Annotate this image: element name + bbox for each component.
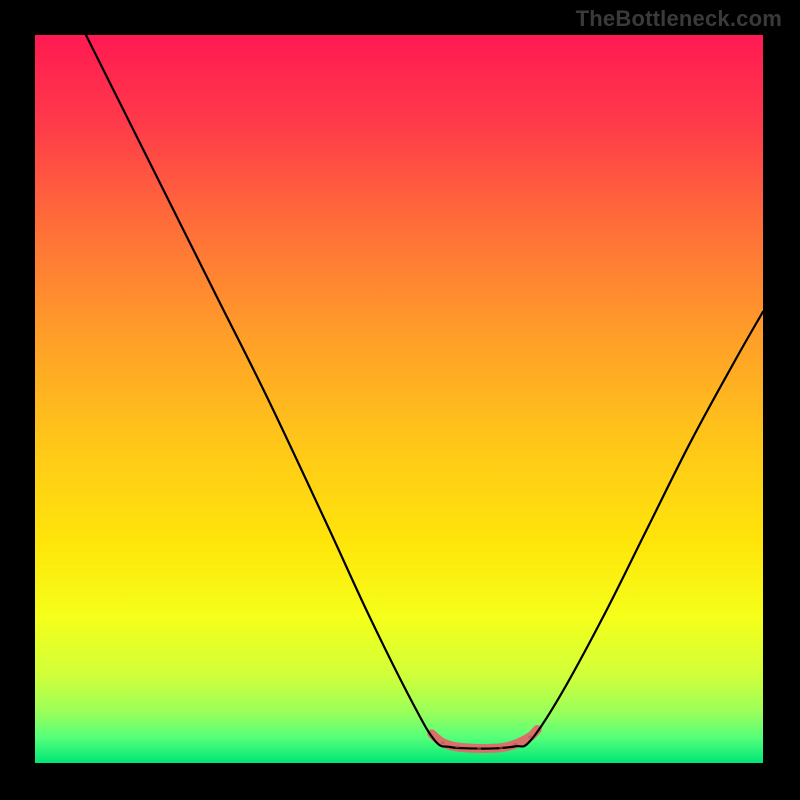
chart-background bbox=[35, 35, 763, 763]
watermark-text: TheBottleneck.com bbox=[576, 6, 782, 32]
bottleneck-chart bbox=[0, 0, 800, 800]
